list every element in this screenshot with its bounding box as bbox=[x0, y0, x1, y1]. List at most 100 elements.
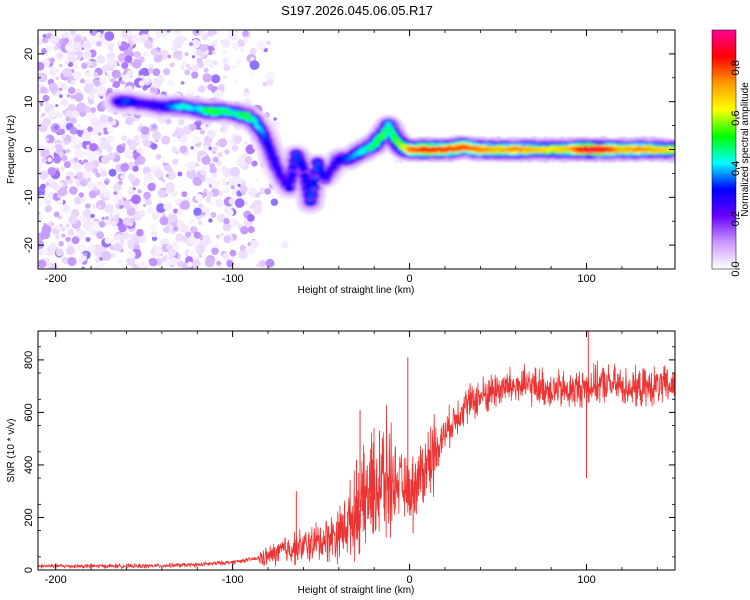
spectrogram-noise-cell bbox=[102, 189, 111, 199]
spectrogram-noise-cell bbox=[118, 180, 123, 186]
spectrogram-noise-cell bbox=[58, 240, 64, 247]
spectrogram-noise-cell bbox=[223, 217, 230, 225]
spectrogram-noise-cell bbox=[193, 207, 202, 216]
spectrogram-noise-cell bbox=[67, 61, 74, 68]
spectrogram-noise-cell bbox=[98, 132, 102, 136]
spectrogram-noise-cell bbox=[45, 182, 50, 186]
spectrogram-noise-cell bbox=[44, 257, 50, 263]
spectrogram-noise-cell bbox=[69, 126, 78, 135]
spectrogram-noise-cell bbox=[252, 205, 263, 215]
spectrogram-noise-cell bbox=[57, 52, 64, 59]
colorbar-tick-label: 0.8 bbox=[730, 60, 742, 75]
spectrogram-noise-cell bbox=[38, 212, 43, 217]
spectrogram-noise-cell bbox=[40, 86, 48, 94]
spectrogram-ridge-cell bbox=[291, 165, 296, 170]
spectrogram-noise-cell bbox=[45, 137, 50, 142]
spectrogram-noise-cell bbox=[60, 166, 66, 172]
spectrogram-noise-cell bbox=[172, 226, 179, 232]
x-tick-label: -100 bbox=[222, 273, 244, 285]
spectrogram-noise-cell bbox=[127, 188, 136, 197]
spectrogram-noise-cell bbox=[177, 55, 183, 61]
spectrogram-noise-cell bbox=[203, 188, 208, 194]
spectrogram-noise-cell bbox=[131, 177, 136, 182]
spectrogram-noise-cell bbox=[250, 57, 255, 62]
spectrogram-noise-cell bbox=[74, 54, 78, 59]
spectrogram-noise-cell bbox=[104, 203, 114, 214]
x-tick-label: 100 bbox=[577, 273, 595, 285]
spectrogram-noise-cell bbox=[121, 61, 129, 70]
spectrogram-noise-cell bbox=[159, 216, 169, 226]
spectrogram-noise-cell bbox=[222, 57, 229, 65]
spectrogram-ridge-cell bbox=[265, 143, 271, 148]
spectrogram-noise-cell bbox=[64, 59, 70, 65]
spectrogram-noise-cell bbox=[177, 208, 184, 215]
spectrogram-noise-cell bbox=[144, 40, 153, 49]
spectrogram-ridge-cell bbox=[296, 158, 302, 163]
spectrogram-noise-cell bbox=[49, 34, 60, 45]
spectrogram-noise-cell bbox=[101, 155, 110, 165]
spectrogram-noise-cell bbox=[175, 233, 184, 242]
spectrogram-noise-cell bbox=[92, 186, 98, 192]
spectrogram-noise-cell bbox=[89, 149, 97, 157]
spectrogram-noise-cell bbox=[83, 36, 87, 40]
spectrogram-noise-cell bbox=[182, 61, 187, 66]
spectrogram-noise-cell bbox=[211, 50, 216, 54]
spectrogram-noise-cell bbox=[129, 44, 133, 48]
spectrogram-noise-cell bbox=[248, 70, 255, 77]
spectrogram-noise-cell bbox=[157, 189, 167, 198]
spectrogram-noise-cell bbox=[250, 239, 259, 249]
spectrogram-noise-cell bbox=[81, 62, 88, 69]
spectrogram-noise-cell bbox=[186, 169, 197, 180]
spectrogram-noise-cell bbox=[126, 138, 133, 145]
spectrogram-noise-cell bbox=[191, 259, 201, 269]
spectrogram-x-label: Height of straight line (km) bbox=[298, 285, 415, 296]
spectrogram-noise-cell bbox=[168, 213, 178, 223]
spectrogram-noise-cell bbox=[134, 240, 139, 246]
spectrogram-noise-cell bbox=[177, 171, 183, 177]
snr-x-label: Height of straight line (km) bbox=[298, 585, 415, 596]
spectrogram-noise-cell bbox=[41, 47, 48, 55]
spectrogram-noise-cell bbox=[54, 234, 61, 240]
spectrogram-noise-cell bbox=[213, 39, 218, 45]
spectrogram-ridge-cell bbox=[264, 139, 270, 144]
spectrogram-noise-cell bbox=[212, 146, 218, 152]
spectrogram-noise-cell bbox=[239, 185, 248, 194]
spectrogram-noise-cell bbox=[136, 228, 144, 237]
spectrogram-noise-cell bbox=[87, 126, 93, 132]
spectrogram-noise-cell bbox=[105, 220, 112, 226]
spectrogram-noise-cell bbox=[92, 168, 99, 174]
spectrogram-noise-cell bbox=[174, 200, 179, 205]
spectrogram-noise-cell bbox=[215, 142, 220, 147]
spectrogram-noise-cell bbox=[66, 53, 77, 63]
spectrogram-noise-cell bbox=[143, 172, 154, 183]
spectrogram-ridge-cell bbox=[309, 193, 315, 197]
spectrogram-noise-cell bbox=[58, 181, 64, 188]
spectrogram-noise-cell bbox=[178, 119, 185, 126]
spectrogram-noise-cell bbox=[215, 198, 224, 208]
spectrogram-noise-cell bbox=[39, 170, 49, 180]
spectrogram-noise-cell bbox=[199, 129, 205, 135]
y-tick-label: 10 bbox=[23, 96, 35, 108]
spectrogram-noise-cell bbox=[167, 79, 174, 87]
spectrogram-noise-cell bbox=[95, 244, 100, 249]
spectrogram-noise-cell bbox=[136, 155, 146, 165]
spectrogram-noise-cell bbox=[119, 259, 123, 264]
spectrogram-noise-cell bbox=[198, 85, 206, 93]
spectrogram-noise-cell bbox=[185, 231, 192, 238]
spectrogram-noise-cell bbox=[167, 248, 176, 258]
spectrogram-noise-cell bbox=[60, 227, 66, 232]
spectrogram-halo-cell bbox=[679, 140, 683, 144]
spectrogram-noise-cell bbox=[60, 83, 67, 90]
y-tick-label: 200 bbox=[23, 508, 35, 526]
spectrogram-noise-cell bbox=[58, 120, 65, 127]
x-tick-label: -200 bbox=[45, 574, 67, 586]
spectrogram-noise-cell bbox=[211, 179, 221, 189]
spectrogram-noise-cell bbox=[152, 68, 161, 77]
spectrogram-noise-cell bbox=[157, 115, 166, 124]
spectrogram-noise-cell bbox=[108, 57, 115, 64]
spectrogram-noise-cell bbox=[163, 68, 171, 76]
spectrogram-noise-cell bbox=[266, 40, 271, 45]
spectrogram-noise-cell bbox=[210, 211, 217, 218]
spectrogram-noise-cell bbox=[88, 92, 95, 100]
spectrogram-noise-cell bbox=[229, 218, 236, 225]
